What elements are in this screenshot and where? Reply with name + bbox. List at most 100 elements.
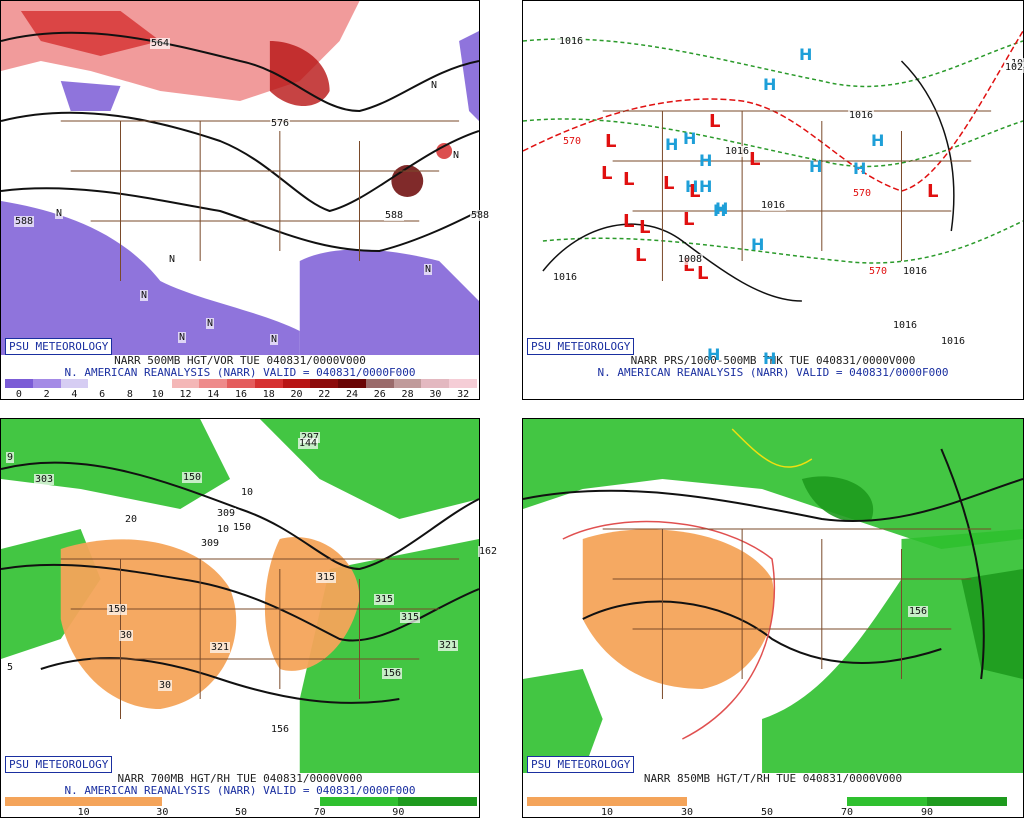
colorbar-label: 90 <box>920 807 934 818</box>
colorbar-label: 24 <box>346 389 359 400</box>
colorbar-label: 30 <box>680 807 694 818</box>
pressure-thickness-map <box>523 1 1023 355</box>
high-pressure-symbol: H <box>665 135 679 154</box>
low-pressure-symbol: L <box>683 255 695 276</box>
contour-label: N <box>270 334 279 345</box>
low-pressure-symbol: L <box>683 209 695 230</box>
contour-label: 30 <box>158 680 173 691</box>
colorbar-label: 10 <box>77 807 90 818</box>
low-pressure-symbol: L <box>623 211 635 232</box>
contour-label: 9 <box>6 452 15 463</box>
contour-label: 588 <box>14 216 35 227</box>
high-pressure-symbol: H <box>685 177 699 196</box>
colorbar-swatch <box>319 797 399 806</box>
high-pressure-symbol: H <box>751 235 765 254</box>
colorbar-swatch <box>227 379 255 388</box>
contour-label: 162 <box>478 546 499 557</box>
caption-valid: N. AMERICAN REANALYSIS (NARR) VALID = 04… <box>64 366 416 379</box>
colorbar-label: 90 <box>392 807 405 818</box>
contour-label: 1016 <box>902 266 929 277</box>
psu-meteorology-badge[interactable]: PSU METEOROLOGY <box>527 338 635 355</box>
high-pressure-symbol: H <box>763 75 777 94</box>
low-pressure-symbol: L <box>601 163 613 184</box>
colorbar-label: 32 <box>457 389 470 400</box>
colorbar-swatch <box>32 379 61 388</box>
psu-meteorology-badge[interactable]: PSU METEOROLOGY <box>5 756 113 773</box>
contour-label: 150 <box>107 604 128 615</box>
colorbar-swatch <box>171 379 200 388</box>
caption-title: NARR 700MB HGT/RH TUE 040831/0000V000 <box>117 772 363 785</box>
contour-label: 321 <box>210 642 231 653</box>
low-pressure-symbol: L <box>605 131 617 152</box>
panel-500mb-vorticity: PSU METEOROLOGY NARR 500MB HGT/VOR TUE 0… <box>0 0 480 400</box>
contour-label: 1016 <box>552 272 579 283</box>
high-pressure-symbol: H <box>699 151 713 170</box>
colorbar-label: 4 <box>71 389 78 400</box>
high-pressure-symbol: H <box>715 199 729 218</box>
colorbar-swatch <box>847 797 927 806</box>
colorbar-swatch <box>310 379 338 388</box>
contour-label: 1024 <box>1004 62 1024 73</box>
colorbar-swatch <box>60 379 89 388</box>
contour-label: 570 <box>852 188 873 199</box>
colorbar-label: 22 <box>318 389 331 400</box>
colorbar-label: 0 <box>15 389 22 400</box>
colorbar-label: 14 <box>207 389 220 400</box>
contour-label: 576 <box>270 118 291 129</box>
contour-label: N <box>140 290 149 301</box>
contour-label: 10 <box>240 487 255 498</box>
contour-label: 564 <box>150 38 171 49</box>
caption-title: NARR PRS/1000-500MB THK TUE 040831/0000V… <box>630 354 916 367</box>
contour-label: 150 <box>182 472 203 483</box>
caption-title: NARR 500MB HGT/VOR TUE 040831/0000V000 <box>114 354 366 367</box>
colorbar-swatch <box>116 379 144 388</box>
colorbar-label: 18 <box>262 389 275 400</box>
contour-label: 309 <box>216 508 237 519</box>
contour-label: 1016 <box>724 146 751 157</box>
colorbar-swatch <box>199 379 227 388</box>
contour-label: 315 <box>316 572 337 583</box>
contour-label: 588 <box>470 210 491 221</box>
colorbar-label: 16 <box>234 389 248 400</box>
psu-meteorology-badge[interactable]: PSU METEOROLOGY <box>527 756 635 773</box>
contour-label: N <box>430 80 439 91</box>
rh-colorbar <box>527 797 1007 806</box>
high-pressure-symbol: H <box>809 157 823 176</box>
colorbar-label: 30 <box>429 389 442 400</box>
panel-850mb-temp-rh: PSU METEOROLOGY NARR 850MB HGT/T/RH TUE … <box>522 418 1024 818</box>
colorbar-label: 28 <box>401 389 414 400</box>
low-pressure-symbol: L <box>623 169 635 190</box>
psu-meteorology-badge[interactable]: PSU METEOROLOGY <box>5 338 113 355</box>
contour-label: 156 <box>382 668 403 679</box>
vorticity-colorbar <box>5 379 477 388</box>
contour-label: N <box>178 332 187 343</box>
colorbar-label: 12 <box>179 389 192 400</box>
contour-label: 588 <box>384 210 405 221</box>
low-pressure-symbol: L <box>689 181 701 202</box>
700mb-rh-map <box>1 419 479 773</box>
contour-label: 156 <box>270 724 291 735</box>
caption-valid: N. AMERICAN REANALYSIS (NARR) VALID = 04… <box>64 784 416 797</box>
colorbar-swatch <box>398 797 477 806</box>
low-pressure-symbol: L <box>697 263 709 284</box>
contour-label: 5 <box>6 662 15 673</box>
850mb-temp-rh-map <box>523 419 1023 773</box>
contour-label: 297 <box>300 432 321 443</box>
colorbar-label: 10 <box>151 389 164 400</box>
colorbar-swatch <box>143 379 172 388</box>
high-pressure-symbol: H <box>699 177 713 196</box>
contour-label: 10 <box>216 524 231 535</box>
colorbar-swatch <box>607 797 687 806</box>
contour-label: 570 <box>868 266 889 277</box>
colorbar-label: 6 <box>99 389 106 400</box>
low-pressure-symbol: L <box>639 217 651 238</box>
colorbar-label: 70 <box>313 807 326 818</box>
colorbar-label: 10 <box>600 807 614 818</box>
caption-title: NARR 850MB HGT/T/RH TUE 040831/0000V000 <box>643 772 903 785</box>
colorbar-label: 2 <box>43 389 50 400</box>
colorbar-swatch <box>767 797 847 806</box>
colorbar-label: 50 <box>760 807 774 818</box>
colorbar-swatch <box>421 379 449 388</box>
colorbar-label: 70 <box>840 807 854 818</box>
colorbar-swatch <box>365 379 394 388</box>
